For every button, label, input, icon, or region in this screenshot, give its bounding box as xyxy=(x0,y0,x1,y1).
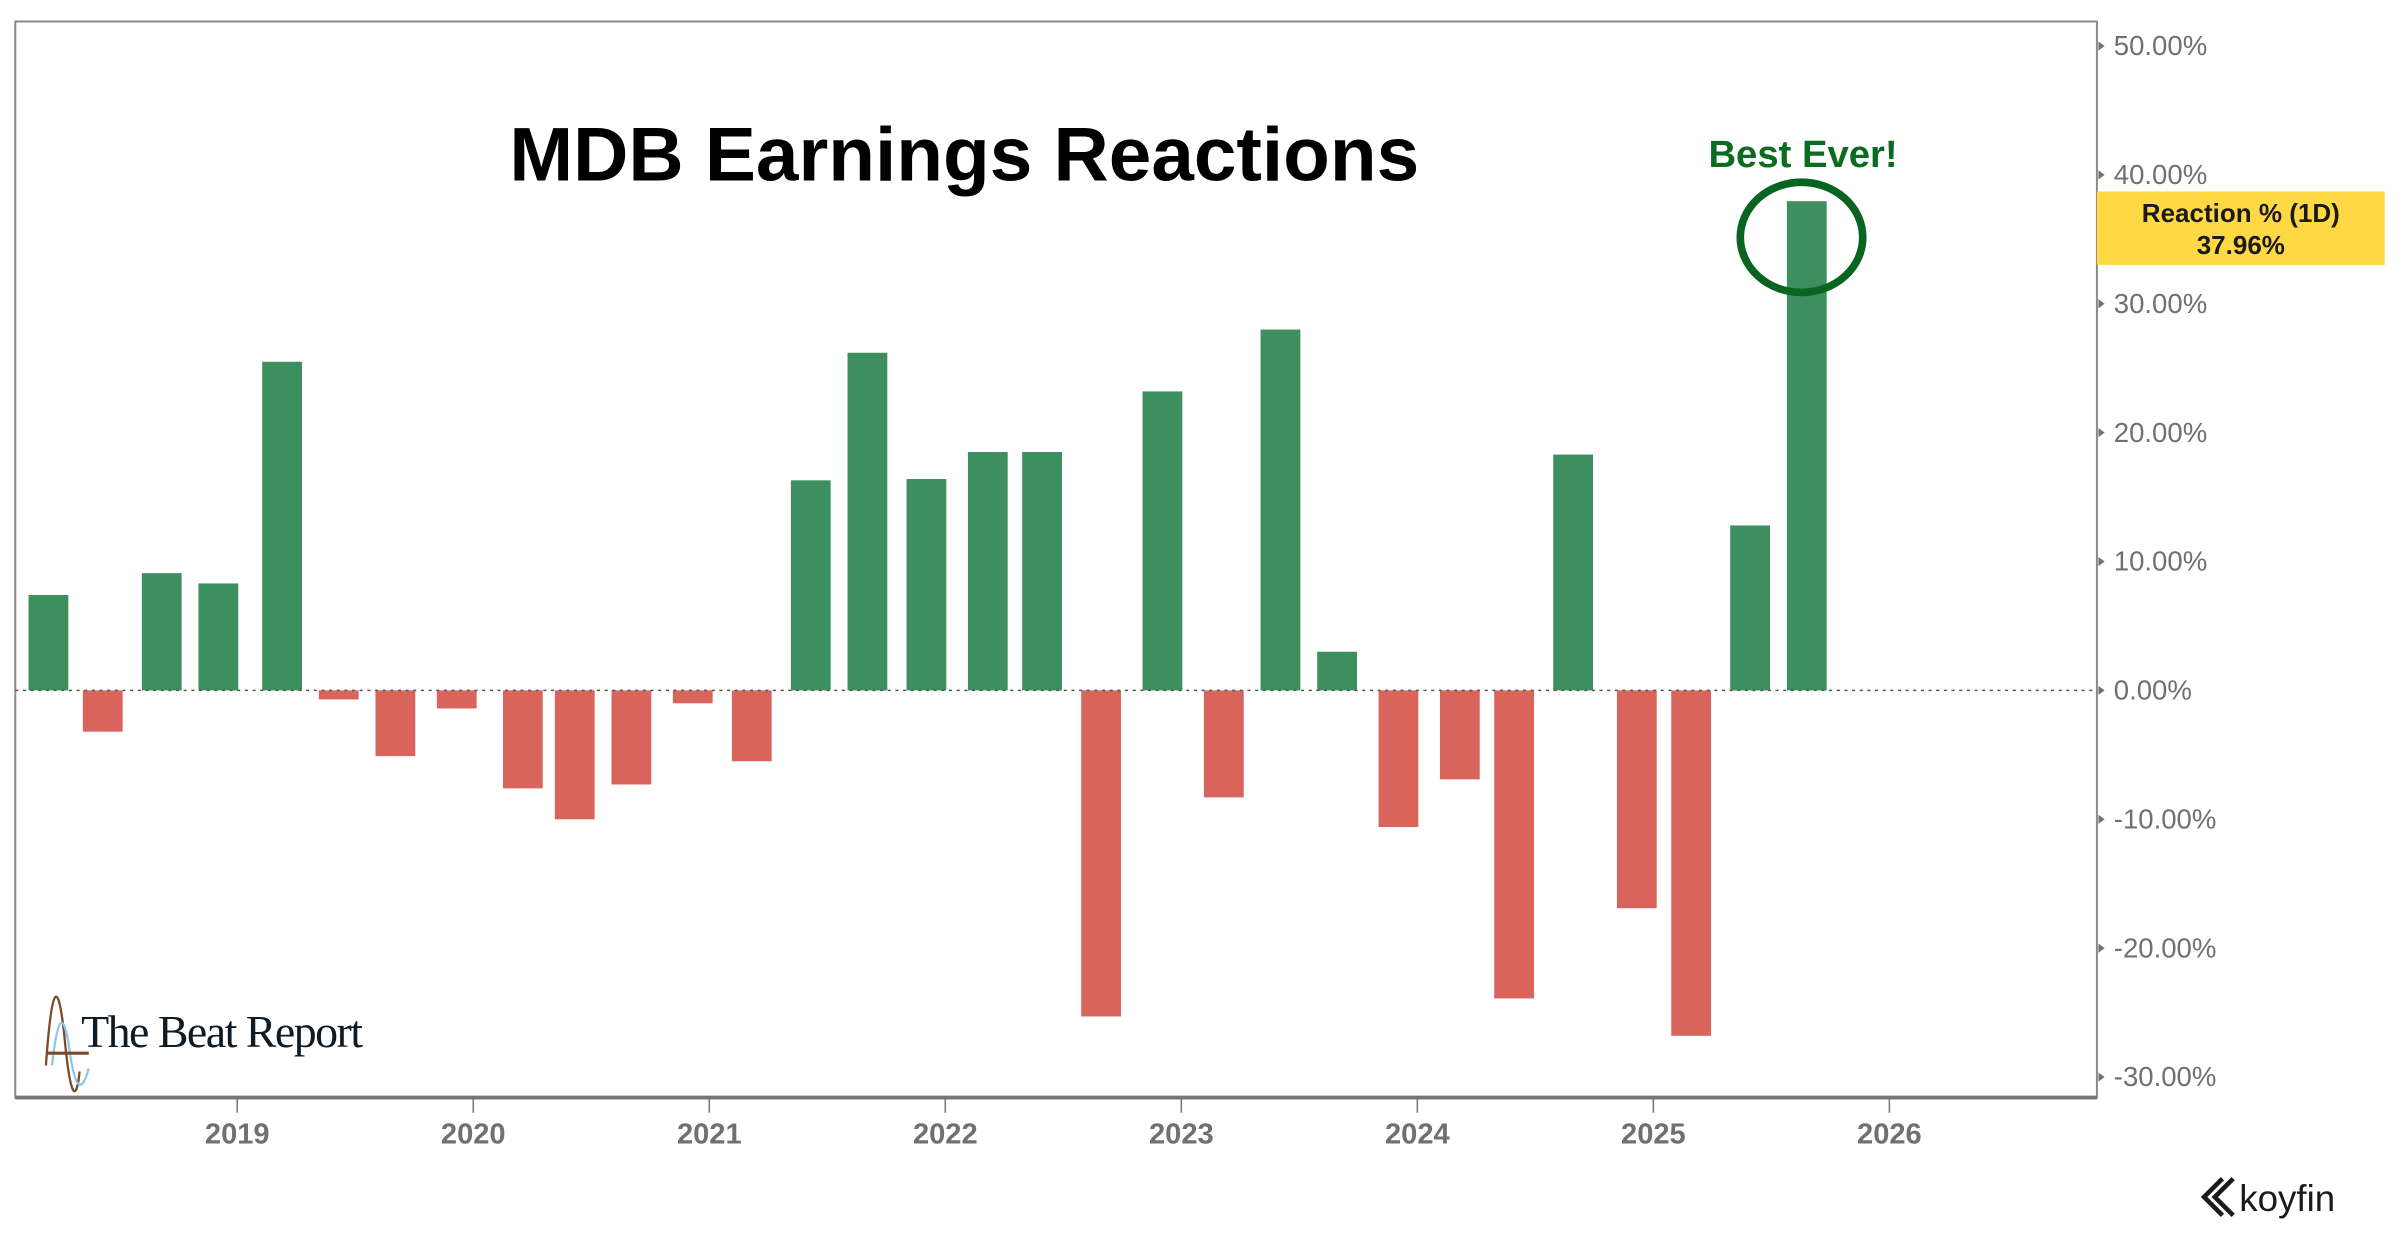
chart-title: MDB Earnings Reactions xyxy=(509,113,1419,198)
koyfin-logo: koyfin xyxy=(2200,1177,2335,1219)
bar-positive xyxy=(1786,201,1827,691)
bar-negative xyxy=(1439,690,1480,780)
bar-negative xyxy=(318,690,359,700)
y-tick-mark xyxy=(2098,556,2105,567)
bar-positive xyxy=(1142,391,1183,691)
koyfin-chevron-icon xyxy=(2200,1177,2235,1218)
y-tick-label: 40.00% xyxy=(2114,159,2207,190)
x-tick-label: 2021 xyxy=(677,1118,742,1150)
y-tick-label: 20.00% xyxy=(2114,417,2207,448)
bar-positive xyxy=(1730,525,1771,691)
y-tick-label: 0.00% xyxy=(2114,675,2192,706)
y-tick-mark xyxy=(2098,299,2105,309)
bar-positive xyxy=(790,480,831,691)
bar-positive xyxy=(262,361,302,691)
x-tick-label: 2022 xyxy=(913,1118,978,1150)
bar-positive xyxy=(28,595,69,691)
bar-positive xyxy=(1317,651,1357,691)
bar-positive xyxy=(847,352,888,691)
y-tick-mark xyxy=(2098,1072,2105,1082)
x-tick-label: 2026 xyxy=(1857,1118,1922,1150)
bar-negative xyxy=(375,690,416,757)
the-beat-report-logo: The Beat Report xyxy=(44,995,365,1093)
logo-wave-icon xyxy=(44,995,81,1093)
bar-negative xyxy=(82,690,123,732)
x-tick-label: 2020 xyxy=(441,1118,506,1150)
y-tick-mark xyxy=(2098,685,2105,695)
bar-positive xyxy=(967,451,1008,691)
x-tick-label: 2023 xyxy=(1149,1118,1214,1150)
bar-negative xyxy=(1616,690,1657,909)
y-tick-label: -20.00% xyxy=(2114,932,2217,963)
last-value-series-name: Reaction % (1D) xyxy=(2142,198,2340,228)
bar-negative xyxy=(1494,690,1535,999)
koyfin-text: koyfin xyxy=(2239,1178,2335,1219)
bar-positive xyxy=(1260,329,1301,691)
x-tick-label: 2019 xyxy=(205,1118,270,1150)
y-tick-label: 50.00% xyxy=(2114,30,2207,61)
highlight-circle xyxy=(1736,178,1867,297)
bar-negative xyxy=(672,690,713,704)
bar-negative xyxy=(502,690,543,789)
bar-negative xyxy=(1203,690,1244,798)
bar-positive xyxy=(1022,451,1062,691)
y-tick-mark xyxy=(2098,170,2105,180)
best-ever-annotation: Best Ever! xyxy=(1708,133,1897,176)
bar-negative xyxy=(1081,690,1121,1017)
y-tick-mark xyxy=(2098,428,2105,438)
y-tick-label: -30.00% xyxy=(2114,1061,2217,1092)
bar-positive xyxy=(1553,454,1594,691)
last-value-label-box xyxy=(2096,191,2385,265)
x-tick-label: 2025 xyxy=(1621,1118,1686,1150)
bar-negative xyxy=(436,690,477,709)
y-tick-mark xyxy=(2098,814,2105,824)
bar-negative xyxy=(554,690,595,820)
last-value-value: 37.96% xyxy=(2197,230,2285,260)
logo-text: The Beat Report xyxy=(81,1006,363,1057)
y-tick-label: 10.00% xyxy=(2114,546,2207,577)
bar-positive xyxy=(198,583,239,691)
bar-negative xyxy=(731,690,772,762)
y-tick-mark xyxy=(2098,41,2105,51)
y-tick-label: 30.00% xyxy=(2114,288,2207,319)
bar-negative xyxy=(611,690,652,785)
bar-positive xyxy=(141,573,182,691)
bar-negative xyxy=(1671,690,1712,1036)
bar-positive xyxy=(906,479,947,691)
x-tick-label: 2024 xyxy=(1385,1118,1451,1150)
bar-negative xyxy=(1378,690,1419,828)
y-tick-label: -10.00% xyxy=(2114,803,2217,834)
y-tick-mark xyxy=(2098,943,2105,953)
